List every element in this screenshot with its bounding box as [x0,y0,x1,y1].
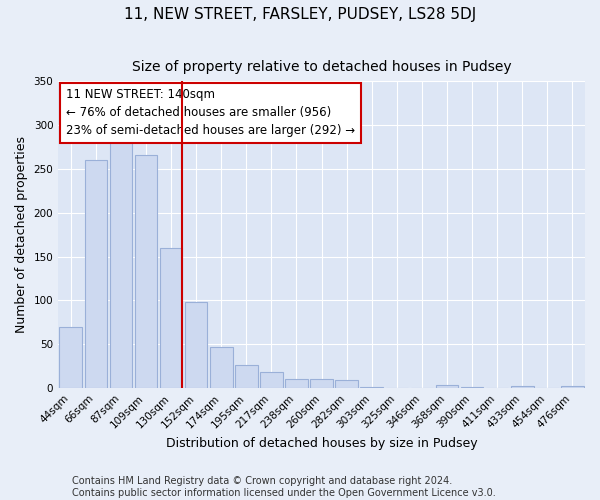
Bar [561,386,584,388]
Bar [160,248,182,388]
Bar [59,327,82,388]
Bar [85,160,107,388]
Bar [436,385,458,388]
Text: 11, NEW STREET, FARSLEY, PUDSEY, LS28 5DJ: 11, NEW STREET, FARSLEY, PUDSEY, LS28 5D… [124,8,476,22]
Bar [361,386,383,388]
Text: Contains HM Land Registry data © Crown copyright and database right 2024.
Contai: Contains HM Land Registry data © Crown c… [72,476,496,498]
Bar [511,386,533,388]
Bar [235,364,257,388]
Bar [335,380,358,388]
Y-axis label: Number of detached properties: Number of detached properties [15,136,28,333]
Text: 11 NEW STREET: 140sqm
← 76% of detached houses are smaller (956)
23% of semi-det: 11 NEW STREET: 140sqm ← 76% of detached … [66,88,355,138]
Bar [210,347,233,389]
Bar [260,372,283,388]
Title: Size of property relative to detached houses in Pudsey: Size of property relative to detached ho… [132,60,511,74]
Bar [310,378,333,388]
Bar [285,378,308,388]
Bar [110,129,132,388]
X-axis label: Distribution of detached houses by size in Pudsey: Distribution of detached houses by size … [166,437,478,450]
Bar [134,156,157,388]
Bar [185,302,208,388]
